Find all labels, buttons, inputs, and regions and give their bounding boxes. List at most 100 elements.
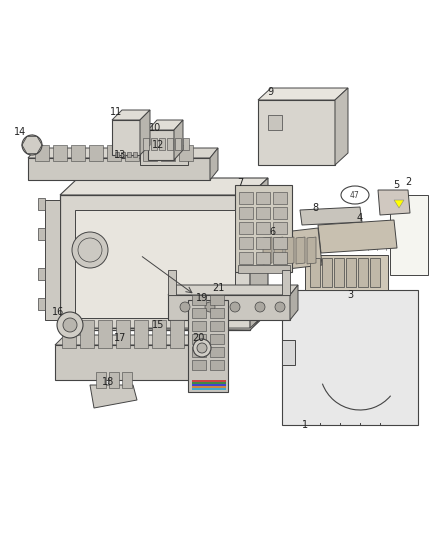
Polygon shape: [127, 152, 131, 157]
Text: 9: 9: [267, 87, 273, 97]
Polygon shape: [210, 295, 224, 305]
Polygon shape: [285, 237, 294, 264]
Polygon shape: [60, 178, 268, 195]
Polygon shape: [192, 321, 206, 331]
Circle shape: [230, 302, 240, 312]
Polygon shape: [170, 320, 184, 348]
Polygon shape: [133, 152, 137, 157]
Circle shape: [197, 343, 207, 353]
Text: 14: 14: [14, 127, 26, 137]
Circle shape: [180, 302, 190, 312]
Polygon shape: [210, 360, 224, 370]
Polygon shape: [151, 138, 157, 150]
Polygon shape: [168, 285, 298, 295]
Polygon shape: [75, 210, 235, 318]
Polygon shape: [192, 388, 226, 390]
Polygon shape: [258, 228, 322, 272]
Polygon shape: [346, 258, 356, 287]
Polygon shape: [122, 372, 132, 388]
Polygon shape: [239, 222, 253, 234]
Polygon shape: [192, 295, 206, 305]
Polygon shape: [296, 237, 305, 264]
Polygon shape: [140, 148, 188, 165]
Polygon shape: [38, 298, 45, 310]
Polygon shape: [239, 252, 253, 264]
Polygon shape: [174, 120, 183, 160]
Polygon shape: [89, 145, 103, 161]
Circle shape: [22, 135, 42, 155]
Polygon shape: [188, 300, 228, 392]
Polygon shape: [45, 200, 60, 320]
Polygon shape: [273, 192, 287, 204]
Polygon shape: [112, 110, 150, 120]
Polygon shape: [96, 372, 106, 388]
Polygon shape: [256, 252, 270, 264]
Polygon shape: [125, 145, 139, 161]
Polygon shape: [148, 130, 174, 160]
Polygon shape: [55, 335, 205, 345]
Circle shape: [275, 302, 285, 312]
Text: 7: 7: [237, 178, 243, 188]
Text: 6: 6: [269, 227, 275, 237]
Polygon shape: [183, 138, 189, 150]
Polygon shape: [268, 115, 282, 130]
Polygon shape: [210, 334, 224, 344]
Polygon shape: [38, 268, 45, 280]
Circle shape: [72, 232, 108, 268]
Polygon shape: [238, 265, 290, 273]
Polygon shape: [53, 145, 67, 161]
Polygon shape: [192, 334, 206, 344]
Text: 17: 17: [114, 333, 126, 343]
Polygon shape: [370, 258, 380, 287]
Polygon shape: [192, 347, 206, 357]
Polygon shape: [134, 320, 148, 348]
Polygon shape: [273, 237, 287, 249]
Text: 18: 18: [102, 377, 114, 387]
Polygon shape: [250, 178, 268, 330]
Text: 19: 19: [196, 293, 208, 303]
Text: 12: 12: [152, 140, 164, 150]
Circle shape: [57, 312, 83, 338]
Polygon shape: [192, 384, 226, 386]
Polygon shape: [282, 340, 295, 365]
Polygon shape: [318, 220, 397, 253]
Polygon shape: [28, 148, 218, 158]
Text: 15: 15: [152, 320, 164, 330]
Polygon shape: [335, 88, 348, 165]
Polygon shape: [143, 138, 149, 150]
Polygon shape: [258, 100, 335, 165]
Polygon shape: [210, 308, 224, 318]
Polygon shape: [239, 207, 253, 219]
Polygon shape: [310, 258, 320, 287]
Polygon shape: [195, 335, 205, 380]
Polygon shape: [290, 285, 298, 320]
Polygon shape: [98, 320, 112, 348]
Polygon shape: [192, 386, 226, 388]
Polygon shape: [148, 120, 183, 130]
Polygon shape: [273, 252, 287, 264]
Polygon shape: [274, 237, 283, 264]
Polygon shape: [71, 145, 85, 161]
Polygon shape: [107, 145, 121, 161]
Text: 3: 3: [347, 290, 353, 300]
Text: 5: 5: [393, 180, 399, 190]
Polygon shape: [167, 138, 173, 150]
Polygon shape: [390, 195, 428, 275]
Polygon shape: [307, 237, 316, 264]
Polygon shape: [256, 237, 270, 249]
Polygon shape: [210, 321, 224, 331]
Polygon shape: [256, 207, 270, 219]
Polygon shape: [38, 228, 45, 240]
Polygon shape: [55, 345, 195, 380]
Polygon shape: [112, 120, 140, 155]
Text: 16: 16: [52, 307, 64, 317]
Polygon shape: [358, 258, 368, 287]
Polygon shape: [210, 347, 224, 357]
Polygon shape: [168, 270, 176, 295]
Polygon shape: [239, 192, 253, 204]
Text: 2: 2: [405, 177, 411, 187]
Circle shape: [205, 302, 215, 312]
Circle shape: [193, 339, 211, 357]
Polygon shape: [60, 195, 250, 330]
Polygon shape: [256, 222, 270, 234]
